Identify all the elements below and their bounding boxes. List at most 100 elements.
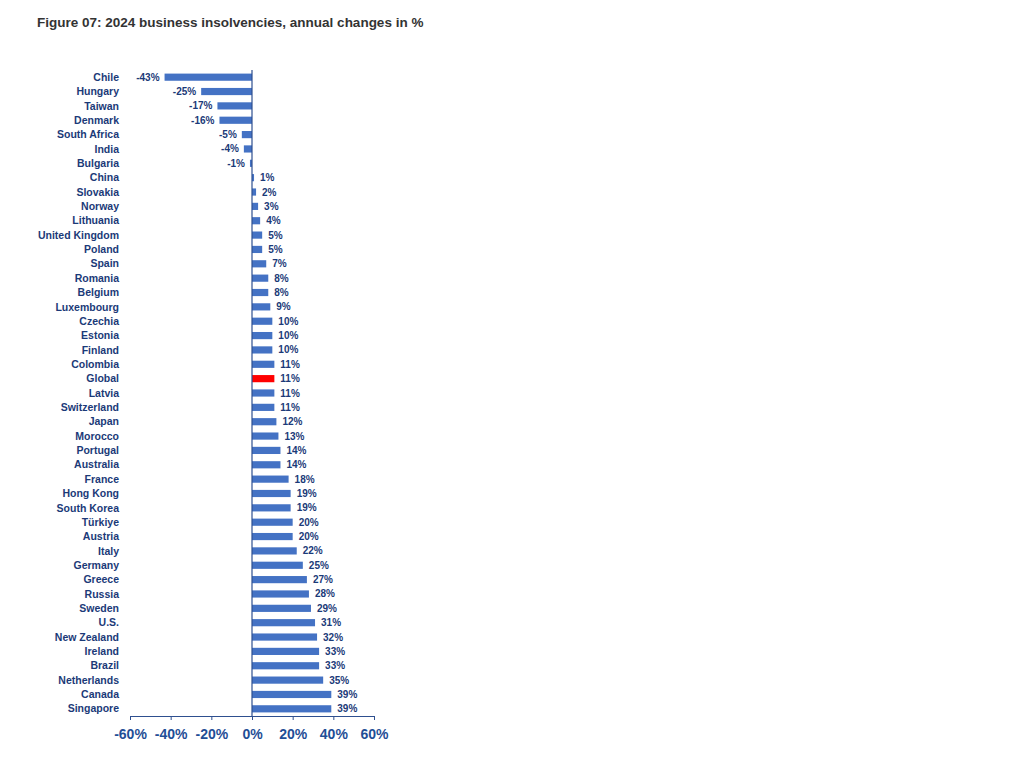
x-axis: -60%-40%-20%0%20%40%60% xyxy=(114,716,389,742)
data-label: 5% xyxy=(268,244,283,255)
bar xyxy=(242,131,252,138)
category-labels: ChileHungaryTaiwanDenmarkSouth AfricaInd… xyxy=(38,71,119,715)
data-labels: -43%-25%-17%-16%-5%-4%-1%1%2%3%4%5%5%7%8… xyxy=(136,72,357,715)
bars xyxy=(165,74,332,713)
data-label: 20% xyxy=(299,517,319,528)
data-label: 19% xyxy=(297,488,317,499)
category-label: Czechia xyxy=(79,315,119,327)
data-label: 10% xyxy=(278,344,298,355)
category-label: France xyxy=(85,473,120,485)
bar xyxy=(252,633,317,640)
x-tick-label: -40% xyxy=(155,726,188,742)
category-label: Ireland xyxy=(85,645,119,657)
bar xyxy=(252,217,260,224)
bar xyxy=(252,461,280,468)
bar xyxy=(252,389,274,396)
bar xyxy=(252,605,311,612)
category-label: Finland xyxy=(82,344,119,356)
category-label: India xyxy=(94,143,119,155)
x-tick: -20% xyxy=(195,716,228,742)
data-label: 8% xyxy=(274,273,289,284)
data-label: 11% xyxy=(280,388,300,399)
bar xyxy=(252,447,280,454)
bar xyxy=(165,74,252,81)
bar xyxy=(252,677,323,684)
category-label: Morocco xyxy=(75,430,119,442)
category-label: Estonia xyxy=(81,329,119,341)
data-label: 9% xyxy=(276,301,291,312)
category-label: Hong Kong xyxy=(62,487,119,499)
data-label: 1% xyxy=(260,172,275,183)
category-label: United Kingdom xyxy=(38,229,119,241)
bar xyxy=(252,188,256,195)
bar xyxy=(252,590,309,597)
x-tick-mark xyxy=(211,716,212,720)
data-label: 19% xyxy=(297,502,317,513)
data-label: 31% xyxy=(321,617,341,628)
data-label: 39% xyxy=(337,689,357,700)
data-label: 14% xyxy=(286,445,306,456)
data-label: 22% xyxy=(303,545,323,556)
bar xyxy=(252,303,270,310)
x-tick-label: -20% xyxy=(195,726,228,742)
zero-line xyxy=(251,70,252,716)
data-label: 25% xyxy=(309,560,329,571)
category-label: U.S. xyxy=(99,616,120,628)
data-label: -1% xyxy=(227,158,245,169)
bar xyxy=(252,705,331,712)
category-label: Netherlands xyxy=(58,674,119,686)
category-label: Colombia xyxy=(71,358,119,370)
category-label: Bulgaria xyxy=(77,157,119,169)
bar xyxy=(252,562,303,569)
data-label: 5% xyxy=(268,230,283,241)
category-label: Brazil xyxy=(90,659,119,671)
x-tick-mark xyxy=(130,716,131,720)
category-label: Australia xyxy=(74,458,119,470)
data-label: 35% xyxy=(329,675,349,686)
x-tick-label: 60% xyxy=(360,726,389,742)
bar xyxy=(252,203,258,210)
data-label: 32% xyxy=(323,632,343,643)
bar xyxy=(252,404,274,411)
data-label: 33% xyxy=(325,646,345,657)
x-tick-mark xyxy=(293,716,294,720)
category-label: Hungary xyxy=(76,85,119,97)
chart-svg: Figure 07: 2024 business insolvencies, a… xyxy=(0,0,1024,760)
category-label: China xyxy=(90,171,119,183)
bar xyxy=(252,533,293,540)
category-label: Slovakia xyxy=(76,186,119,198)
category-label: Poland xyxy=(84,243,119,255)
bar xyxy=(252,619,315,626)
category-label: Austria xyxy=(83,530,119,542)
category-label: Greece xyxy=(83,573,119,585)
x-tick: 40% xyxy=(320,716,349,742)
bar xyxy=(252,361,274,368)
bar xyxy=(252,691,331,698)
x-tick-label: -60% xyxy=(114,726,147,742)
category-label: Norway xyxy=(81,200,119,212)
bar xyxy=(252,418,276,425)
category-label: Spain xyxy=(90,257,119,269)
category-label: Japan xyxy=(89,415,119,427)
x-tick: 0% xyxy=(242,716,263,742)
x-tick-mark xyxy=(374,716,375,720)
category-label: Italy xyxy=(98,545,119,557)
data-label: -17% xyxy=(189,100,212,111)
category-label: Belgium xyxy=(78,286,119,298)
category-label: Global xyxy=(86,372,119,384)
bar xyxy=(219,117,252,124)
data-label: -25% xyxy=(173,86,196,97)
category-label: Portugal xyxy=(76,444,119,456)
category-label: South Africa xyxy=(57,128,119,140)
bar xyxy=(244,145,252,152)
bar xyxy=(252,576,307,583)
x-tick-mark xyxy=(333,716,334,720)
category-label: Taiwan xyxy=(84,100,119,112)
bar xyxy=(252,519,293,526)
category-label: Germany xyxy=(73,559,119,571)
data-label: 3% xyxy=(264,201,279,212)
bar xyxy=(252,275,268,282)
data-label: 13% xyxy=(284,431,304,442)
data-label: 33% xyxy=(325,660,345,671)
x-tick-mark xyxy=(252,716,253,720)
